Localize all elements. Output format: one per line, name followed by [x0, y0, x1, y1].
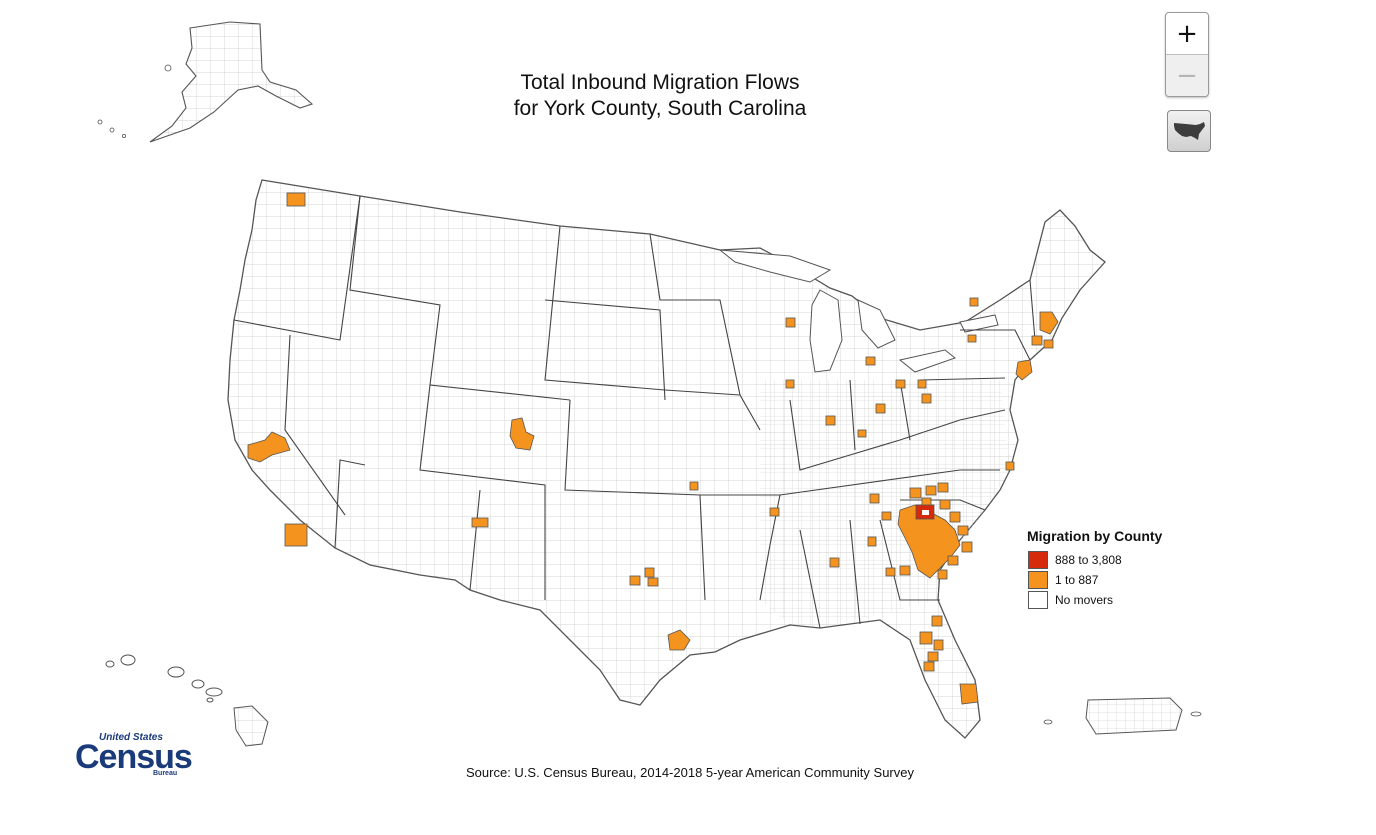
full-extent-button[interactable]	[1167, 110, 1211, 152]
logo-line-3: Bureau	[153, 770, 178, 777]
logo-line-1: United States	[99, 732, 163, 743]
zoom-out-button[interactable]: −	[1166, 55, 1208, 96]
zoom-control: + −	[1165, 12, 1209, 97]
zoom-in-button[interactable]: +	[1166, 13, 1208, 55]
title-line-1: Total Inbound Migration Flows	[520, 71, 800, 94]
york-county-marker[interactable]	[920, 508, 931, 517]
usa-map-icon	[1174, 122, 1205, 140]
legend-label-low: 1 to 887	[1055, 573, 1099, 587]
legend-swatch-high	[1028, 551, 1048, 569]
legend-label-high: 888 to 3,808	[1055, 553, 1122, 567]
legend: Migration by County 888 to 3,808 1 to 88…	[1027, 528, 1162, 610]
title-line-2: for York County, South Carolina	[513, 97, 807, 120]
legend-item-low: 1 to 887	[1028, 570, 1162, 590]
legend-swatch-none	[1028, 591, 1048, 609]
legend-title: Migration by County	[1027, 528, 1163, 544]
legend-item-none: No movers	[1028, 590, 1162, 610]
logo-line-2: Census	[75, 738, 193, 776]
legend-item-high: 888 to 3,808	[1028, 550, 1162, 570]
census-bureau-logo: United States Census Bureau	[75, 732, 193, 780]
map-title: Total Inbound Migration Flows for York C…	[430, 70, 890, 122]
hawaii[interactable]	[105, 654, 269, 747]
puerto-rico[interactable]	[1043, 697, 1202, 735]
legend-label-none: No movers	[1055, 593, 1114, 607]
source-note: Source: U.S. Census Bureau, 2014-2018 5-…	[466, 765, 914, 780]
contiguous-us[interactable]	[227, 179, 1106, 739]
state-boundaries	[233, 195, 1036, 629]
alaska[interactable]	[97, 21, 314, 143]
counties-1-to-887[interactable]	[247, 192, 1059, 705]
legend-swatch-low	[1028, 571, 1048, 589]
